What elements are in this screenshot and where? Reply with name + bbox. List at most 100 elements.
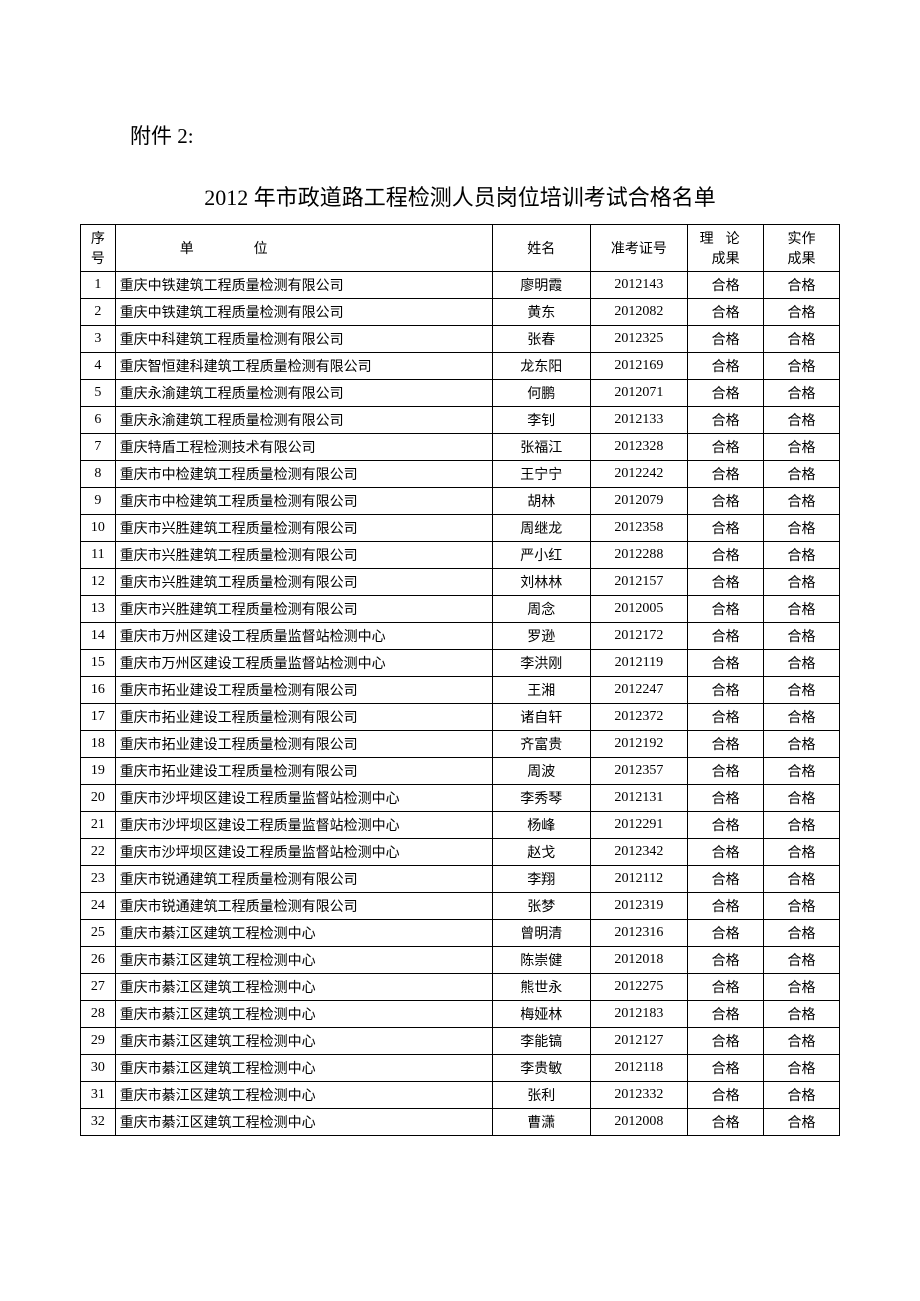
cell-examno: 2012018 <box>590 947 688 974</box>
cell-practice: 合格 <box>764 785 840 812</box>
table-row: 8重庆市中检建筑工程质量检测有限公司王宁宁2012242合格合格 <box>81 461 840 488</box>
header-practice-line1: 实作 <box>788 232 816 247</box>
table-row: 14重庆市万州区建设工程质量监督站检测中心罗逊2012172合格合格 <box>81 623 840 650</box>
cell-unit: 重庆市綦江区建筑工程检测中心 <box>115 1082 492 1109</box>
table-row: 5重庆永渝建筑工程质量检测有限公司何鹏2012071合格合格 <box>81 380 840 407</box>
cell-examno: 2012118 <box>590 1055 688 1082</box>
cell-seq: 10 <box>81 515 116 542</box>
cell-name: 曹潇 <box>493 1109 591 1136</box>
cell-unit: 重庆中铁建筑工程质量检测有限公司 <box>115 299 492 326</box>
cell-theory: 合格 <box>688 704 764 731</box>
cell-unit: 重庆智恒建科建筑工程质量检测有限公司 <box>115 353 492 380</box>
cell-theory: 合格 <box>688 407 764 434</box>
cell-seq: 32 <box>81 1109 116 1136</box>
cell-practice: 合格 <box>764 569 840 596</box>
cell-theory: 合格 <box>688 866 764 893</box>
cell-theory: 合格 <box>688 461 764 488</box>
cell-practice: 合格 <box>764 380 840 407</box>
header-unit: 单位 <box>115 225 492 272</box>
cell-theory: 合格 <box>688 515 764 542</box>
cell-seq: 11 <box>81 542 116 569</box>
header-theory-line2: 成果 <box>712 252 740 267</box>
cell-examno: 2012183 <box>590 1001 688 1028</box>
cell-unit: 重庆市綦江区建筑工程检测中心 <box>115 920 492 947</box>
cell-practice: 合格 <box>764 515 840 542</box>
cell-practice: 合格 <box>764 974 840 1001</box>
cell-examno: 2012143 <box>590 272 688 299</box>
document-title: 2012 年市政道路工程检测人员岗位培训考试合格名单 <box>80 180 840 212</box>
cell-examno: 2012131 <box>590 785 688 812</box>
cell-examno: 2012342 <box>590 839 688 866</box>
cell-practice: 合格 <box>764 353 840 380</box>
header-unit-text: 单位 <box>120 242 328 257</box>
table-row: 24重庆市锐通建筑工程质量检测有限公司张梦2012319合格合格 <box>81 893 840 920</box>
cell-theory: 合格 <box>688 299 764 326</box>
cell-practice: 合格 <box>764 434 840 461</box>
cell-examno: 2012247 <box>590 677 688 704</box>
cell-practice: 合格 <box>764 947 840 974</box>
cell-theory: 合格 <box>688 272 764 299</box>
cell-theory: 合格 <box>688 920 764 947</box>
cell-name: 胡林 <box>493 488 591 515</box>
cell-name: 罗逊 <box>493 623 591 650</box>
cell-name: 熊世永 <box>493 974 591 1001</box>
cell-seq: 24 <box>81 893 116 920</box>
cell-name: 张利 <box>493 1082 591 1109</box>
cell-examno: 2012005 <box>590 596 688 623</box>
cell-theory: 合格 <box>688 1082 764 1109</box>
cell-examno: 2012071 <box>590 380 688 407</box>
table-row: 31重庆市綦江区建筑工程检测中心张利2012332合格合格 <box>81 1082 840 1109</box>
cell-seq: 5 <box>81 380 116 407</box>
cell-unit: 重庆市中检建筑工程质量检测有限公司 <box>115 461 492 488</box>
cell-unit: 重庆市万州区建设工程质量监督站检测中心 <box>115 650 492 677</box>
cell-name: 李秀琴 <box>493 785 591 812</box>
cell-seq: 2 <box>81 299 116 326</box>
cell-seq: 12 <box>81 569 116 596</box>
cell-practice: 合格 <box>764 1001 840 1028</box>
table-row: 22重庆市沙坪坝区建设工程质量监督站检测中心赵戈2012342合格合格 <box>81 839 840 866</box>
attachment-label: 附件 2: <box>130 120 840 150</box>
cell-unit: 重庆市拓业建设工程质量检测有限公司 <box>115 677 492 704</box>
cell-seq: 25 <box>81 920 116 947</box>
cell-theory: 合格 <box>688 758 764 785</box>
table-row: 32重庆市綦江区建筑工程检测中心曹潇2012008合格合格 <box>81 1109 840 1136</box>
table-row: 7重庆特盾工程检测技术有限公司张福江2012328合格合格 <box>81 434 840 461</box>
cell-theory: 合格 <box>688 947 764 974</box>
cell-theory: 合格 <box>688 974 764 1001</box>
table-row: 19重庆市拓业建设工程质量检测有限公司周波2012357合格合格 <box>81 758 840 785</box>
cell-examno: 2012275 <box>590 974 688 1001</box>
cell-name: 陈崇健 <box>493 947 591 974</box>
cell-theory: 合格 <box>688 1055 764 1082</box>
qualification-table: 序号 单位 姓名 准考证号 理论 成果 实作 成果 1重庆中铁建筑工程质量检测有… <box>80 224 840 1136</box>
cell-name: 梅娅林 <box>493 1001 591 1028</box>
table-row: 18重庆市拓业建设工程质量检测有限公司齐富贵2012192合格合格 <box>81 731 840 758</box>
cell-examno: 2012328 <box>590 434 688 461</box>
cell-name: 黄东 <box>493 299 591 326</box>
cell-seq: 26 <box>81 947 116 974</box>
table-row: 6重庆永渝建筑工程质量检测有限公司李钊2012133合格合格 <box>81 407 840 434</box>
table-row: 30重庆市綦江区建筑工程检测中心李贵敏2012118合格合格 <box>81 1055 840 1082</box>
cell-practice: 合格 <box>764 542 840 569</box>
table-row: 11重庆市兴胜建筑工程质量检测有限公司严小红2012288合格合格 <box>81 542 840 569</box>
cell-name: 李能镐 <box>493 1028 591 1055</box>
cell-examno: 2012192 <box>590 731 688 758</box>
cell-unit: 重庆市锐通建筑工程质量检测有限公司 <box>115 893 492 920</box>
cell-name: 周继龙 <box>493 515 591 542</box>
cell-theory: 合格 <box>688 785 764 812</box>
cell-practice: 合格 <box>764 488 840 515</box>
cell-unit: 重庆市綦江区建筑工程检测中心 <box>115 1109 492 1136</box>
cell-seq: 9 <box>81 488 116 515</box>
cell-examno: 2012242 <box>590 461 688 488</box>
cell-seq: 31 <box>81 1082 116 1109</box>
cell-name: 李翔 <box>493 866 591 893</box>
table-row: 21重庆市沙坪坝区建设工程质量监督站检测中心杨峰2012291合格合格 <box>81 812 840 839</box>
header-practice: 实作 成果 <box>764 225 840 272</box>
cell-theory: 合格 <box>688 893 764 920</box>
cell-examno: 2012291 <box>590 812 688 839</box>
cell-examno: 2012119 <box>590 650 688 677</box>
cell-practice: 合格 <box>764 1082 840 1109</box>
cell-practice: 合格 <box>764 1109 840 1136</box>
cell-name: 诸自轩 <box>493 704 591 731</box>
cell-practice: 合格 <box>764 1028 840 1055</box>
cell-unit: 重庆市锐通建筑工程质量检测有限公司 <box>115 866 492 893</box>
